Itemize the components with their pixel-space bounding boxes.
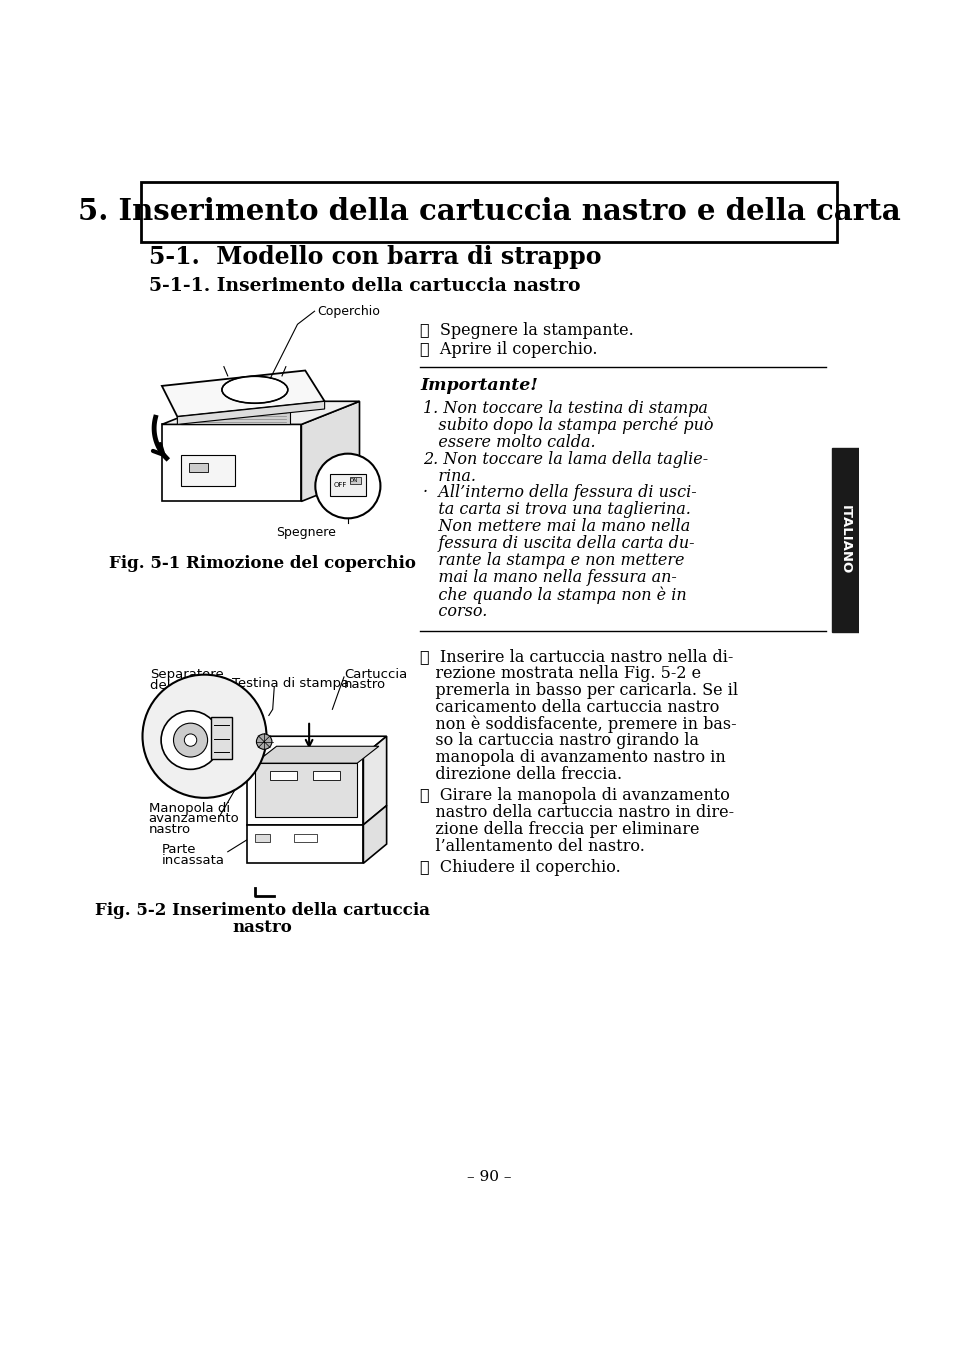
Polygon shape — [247, 736, 386, 756]
Text: mai la mano nella fessura an-: mai la mano nella fessura an- — [422, 569, 676, 587]
Bar — [831, 447, 858, 633]
Text: ta carta si trova una taglierina.: ta carta si trova una taglierina. — [422, 501, 690, 519]
Circle shape — [161, 711, 220, 770]
Bar — [189, 463, 208, 472]
Text: 5-1-1. Inserimento della cartuccia nastro: 5-1-1. Inserimento della cartuccia nastr… — [149, 276, 579, 295]
Text: direzione della freccia.: direzione della freccia. — [419, 767, 621, 783]
Circle shape — [184, 734, 196, 747]
Text: inchiostrato: inchiostrato — [150, 717, 229, 729]
Text: rina.: rina. — [422, 467, 476, 485]
Polygon shape — [363, 806, 386, 863]
Polygon shape — [254, 763, 356, 817]
Text: so la cartuccia nastro girando la: so la cartuccia nastro girando la — [419, 733, 699, 749]
Circle shape — [142, 675, 266, 798]
Bar — [270, 771, 297, 780]
Ellipse shape — [222, 377, 288, 404]
Circle shape — [315, 454, 380, 519]
Circle shape — [173, 724, 208, 757]
Text: nastro della cartuccia nastro in dire-: nastro della cartuccia nastro in dire- — [419, 804, 733, 821]
Text: subito dopo la stampa perché può: subito dopo la stampa perché può — [422, 417, 713, 434]
Text: ON: ON — [350, 478, 358, 484]
Polygon shape — [301, 401, 359, 501]
Polygon shape — [211, 717, 232, 759]
Bar — [294, 835, 316, 841]
Text: 5. Inserimento della cartuccia nastro e della carta: 5. Inserimento della cartuccia nastro e … — [77, 198, 900, 226]
Text: non è soddisfacente, premere in bas-: non è soddisfacente, premere in bas- — [419, 715, 736, 733]
Text: del nastro: del nastro — [150, 679, 217, 692]
Text: essere molto calda.: essere molto calda. — [422, 434, 595, 451]
Text: ④  Girare la manopola di avanzamento: ④ Girare la manopola di avanzamento — [419, 787, 729, 804]
Text: premerla in basso per caricarla. Se il: premerla in basso per caricarla. Se il — [419, 682, 738, 699]
Text: rante la stampa e non mettere: rante la stampa e non mettere — [422, 553, 684, 569]
Text: Manopola di: Manopola di — [149, 802, 230, 814]
Bar — [181, 455, 235, 486]
Text: incassata: incassata — [162, 854, 225, 867]
Text: ITALIANO: ITALIANO — [838, 505, 851, 575]
Text: avanzamento: avanzamento — [149, 813, 239, 825]
Text: Nastro: Nastro — [150, 706, 193, 718]
Text: 5-1.  Modello con barra di strappo: 5-1. Modello con barra di strappo — [149, 244, 600, 268]
Polygon shape — [247, 825, 363, 863]
Text: Coperchio: Coperchio — [316, 305, 379, 317]
Text: nastro: nastro — [344, 679, 386, 691]
Text: 1. Non toccare la testina di stampa: 1. Non toccare la testina di stampa — [422, 400, 707, 417]
Text: Testina di stampa: Testina di stampa — [232, 678, 349, 690]
Text: nastro: nastro — [149, 824, 191, 836]
Text: che quando la stampa non è in: che quando la stampa non è in — [422, 587, 686, 603]
Text: manopola di avanzamento nastro in: manopola di avanzamento nastro in — [419, 749, 725, 767]
Polygon shape — [162, 401, 359, 424]
Polygon shape — [363, 736, 386, 825]
Text: zione della freccia per eliminare: zione della freccia per eliminare — [419, 821, 699, 837]
Text: ②  Aprire il coperchio.: ② Aprire il coperchio. — [419, 341, 597, 358]
Text: Importante!: Importante! — [419, 377, 537, 394]
Polygon shape — [177, 401, 324, 424]
Bar — [350, 477, 360, 485]
Polygon shape — [162, 370, 324, 417]
Text: OFF: OFF — [333, 482, 346, 488]
Text: caricamento della cartuccia nastro: caricamento della cartuccia nastro — [419, 699, 719, 715]
Text: corso.: corso. — [422, 603, 487, 621]
Text: rezione mostrata nella Fig. 5-2 e: rezione mostrata nella Fig. 5-2 e — [419, 665, 700, 682]
Text: 2. Non toccare la lama della taglie-: 2. Non toccare la lama della taglie- — [422, 451, 707, 467]
Text: ③  Inserire la cartuccia nastro nella di-: ③ Inserire la cartuccia nastro nella di- — [419, 648, 733, 665]
Polygon shape — [181, 409, 290, 424]
Bar — [313, 771, 340, 780]
Bar — [330, 474, 366, 496]
Text: ⑤  Chiudere il coperchio.: ⑤ Chiudere il coperchio. — [419, 859, 620, 875]
Text: Fig. 5-1 Rimozione del coperchio: Fig. 5-1 Rimozione del coperchio — [109, 556, 416, 572]
Text: Non mettere mai la mano nella: Non mettere mai la mano nella — [422, 519, 690, 535]
Text: nastro: nastro — [233, 919, 293, 936]
Text: Separatore: Separatore — [150, 668, 224, 682]
Polygon shape — [162, 424, 301, 501]
Text: ①  Spegnere la stampante.: ① Spegnere la stampante. — [419, 322, 633, 339]
Text: Parte: Parte — [162, 843, 196, 856]
Text: Spegnere: Spegnere — [275, 526, 335, 539]
Circle shape — [256, 734, 272, 749]
Text: ·  All’interno della fessura di usci-: · All’interno della fessura di usci- — [422, 485, 696, 501]
Text: l’allentamento del nastro.: l’allentamento del nastro. — [419, 837, 644, 855]
Text: – 90 –: – 90 – — [466, 1171, 511, 1184]
FancyBboxPatch shape — [141, 182, 836, 243]
Text: Fig. 5-2 Inserimento della cartuccia: Fig. 5-2 Inserimento della cartuccia — [95, 902, 430, 919]
Polygon shape — [247, 756, 363, 825]
Bar — [254, 835, 270, 841]
Text: fessura di uscita della carta du-: fessura di uscita della carta du- — [422, 535, 694, 553]
Text: Cartuccia: Cartuccia — [344, 668, 407, 680]
Polygon shape — [254, 747, 378, 763]
